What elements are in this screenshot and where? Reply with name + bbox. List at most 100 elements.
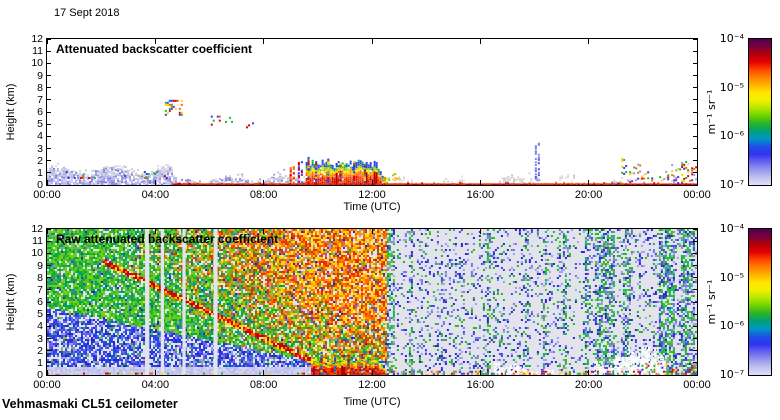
- y-axis-tick: [693, 241, 697, 242]
- colorbar-tick-label: 10⁻⁴: [719, 32, 744, 45]
- y-axis-tick: [47, 160, 51, 161]
- station-label: Vehmasmaki CL51 ceilometer: [2, 397, 178, 411]
- y-tick-label: 11: [32, 235, 43, 248]
- x-axis-tick: [263, 39, 264, 44]
- raw-attenuated-backscatter-heatmap: [47, 229, 697, 375]
- y-axis-tick: [47, 338, 51, 339]
- y-axis-tick: [693, 160, 697, 161]
- y-axis-tick: [47, 375, 51, 376]
- y-axis-tick: [693, 265, 697, 266]
- y-tick-label: 10: [31, 247, 43, 260]
- y-tick-label: 1: [37, 166, 43, 179]
- y-axis-tick: [693, 289, 697, 290]
- y-tick-label: 6: [37, 296, 43, 308]
- y-axis-tick: [47, 63, 51, 64]
- y-axis-tick: [47, 87, 51, 88]
- y-axis-tick: [693, 350, 697, 351]
- y-axis-tick: [47, 136, 51, 137]
- y-tick-label: 6: [37, 106, 43, 118]
- y-axis-tick: [693, 75, 697, 76]
- y-axis-tick: [47, 253, 51, 254]
- x-tick-label: 16:00: [466, 189, 495, 201]
- y-axis-tick: [47, 172, 51, 173]
- y-axis-tick: [47, 277, 51, 278]
- y-axis-tick: [693, 63, 697, 64]
- y-axis-tick: [693, 326, 697, 327]
- y-axis-tick: [693, 99, 697, 100]
- x-tick-label: 12:00: [358, 379, 386, 391]
- colorbar-tick-label: 10⁻⁵: [719, 80, 744, 94]
- y-axis-tick: [693, 253, 697, 254]
- y-tick-label: 11: [32, 45, 43, 58]
- bottom-x-axis-label: Time (UTC): [343, 396, 401, 408]
- y-axis-tick: [693, 338, 697, 339]
- x-axis-tick: [480, 39, 481, 44]
- y-tick-label: 9: [37, 259, 43, 272]
- y-axis-tick: [47, 362, 51, 363]
- top-y-axis-label: Height (km): [5, 83, 17, 141]
- top-colorbar-frame: [748, 38, 772, 186]
- y-tick-label: 4: [37, 320, 43, 333]
- y-tick-label: 2: [37, 154, 43, 167]
- y-axis-tick: [693, 362, 697, 363]
- y-axis-tick: [47, 265, 51, 266]
- colorbar-tick-label: 10⁻⁷: [719, 368, 744, 381]
- y-tick-label: 5: [37, 118, 43, 131]
- bottom-colorbar-frame: [748, 228, 772, 376]
- x-axis-tick: [480, 370, 481, 375]
- top-panel-frame: [46, 38, 698, 186]
- y-tick-label: 8: [37, 81, 43, 94]
- x-tick-label: 00:00: [683, 189, 711, 201]
- y-tick-label: 8: [37, 271, 43, 284]
- x-tick-label: 04:00: [141, 189, 170, 201]
- top-panel-title: Attenuated backscatter coefficient: [56, 42, 253, 56]
- x-axis-tick: [480, 229, 481, 234]
- x-tick-label: 00:00: [33, 379, 61, 391]
- x-axis-tick: [697, 39, 698, 44]
- colorbar-tick-label: 10⁻⁷: [719, 178, 744, 191]
- x-axis-tick: [155, 370, 156, 375]
- y-axis-tick: [693, 185, 697, 186]
- y-tick-label: 1: [37, 356, 43, 369]
- x-tick-label: 08:00: [249, 379, 278, 391]
- y-axis-tick: [693, 277, 697, 278]
- y-axis-tick: [47, 124, 51, 125]
- y-axis-tick: [47, 51, 51, 52]
- x-axis-tick: [372, 180, 373, 185]
- y-axis-tick: [693, 87, 697, 88]
- x-tick-label: 00:00: [683, 379, 711, 391]
- y-axis-tick: [47, 350, 51, 351]
- colorbar-tick-label: 10⁻⁵: [719, 270, 744, 284]
- y-axis-tick: [47, 148, 51, 149]
- y-tick-label: 12: [31, 33, 43, 45]
- y-axis-tick: [47, 75, 51, 76]
- y-axis-tick: [47, 229, 51, 230]
- y-tick-label: 0: [37, 179, 43, 191]
- x-axis-tick: [47, 370, 48, 375]
- y-axis-tick: [47, 289, 51, 290]
- bottom-y-axis-label: Height (km): [5, 273, 17, 331]
- x-axis-tick: [480, 180, 481, 185]
- y-tick-label: 5: [37, 308, 43, 321]
- top-colorbar-gradient: [749, 39, 771, 185]
- x-axis-tick: [697, 370, 698, 375]
- bottom-panel-title: Raw attenuated backscatter coefficient: [56, 232, 279, 246]
- y-tick-label: 3: [37, 142, 43, 155]
- y-axis-tick: [693, 302, 697, 303]
- x-axis-tick: [372, 229, 373, 234]
- y-tick-label: 7: [37, 283, 43, 296]
- x-tick-label: 16:00: [466, 379, 495, 391]
- y-axis-tick: [47, 302, 51, 303]
- x-tick-label: 20:00: [574, 189, 603, 201]
- colorbar-tick-label: 10⁻⁴: [719, 222, 744, 235]
- x-axis-tick: [372, 39, 373, 44]
- colorbar-tick-label: 10⁻⁶: [719, 319, 744, 333]
- x-axis-tick: [588, 39, 589, 44]
- y-tick-label: 9: [37, 69, 43, 82]
- bottom-panel-frame: [46, 228, 698, 376]
- y-axis-tick: [47, 99, 51, 100]
- x-axis-tick: [697, 229, 698, 234]
- y-axis-tick: [693, 39, 697, 40]
- y-axis-tick: [693, 112, 697, 113]
